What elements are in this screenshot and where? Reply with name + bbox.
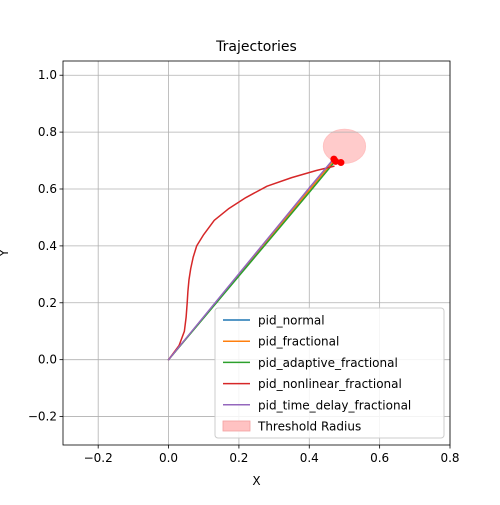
chart-title: Trajectories bbox=[215, 39, 297, 55]
x-tick-label: 0.2 bbox=[229, 451, 248, 465]
series-lines bbox=[167, 159, 337, 361]
x-tick-label: 0.4 bbox=[300, 451, 319, 465]
x-axis-label: X bbox=[252, 474, 260, 488]
legend-entry-label: pid_time_delay_fractional bbox=[258, 398, 411, 412]
x-tick-label: 0.0 bbox=[159, 451, 178, 465]
legend-swatch bbox=[222, 420, 251, 432]
endpoint-markers bbox=[330, 155, 345, 167]
series-line-pid-time-delay-fractional bbox=[167, 159, 333, 361]
x-tick-label: 0.6 bbox=[370, 451, 389, 465]
legend-entry-label: pid_normal bbox=[258, 314, 325, 328]
series-line-pid-nonlinear-fractional bbox=[167, 165, 335, 361]
legend-entry-label: pid_adaptive_fractional bbox=[258, 356, 398, 370]
y-tick-label: 0.0 bbox=[38, 353, 57, 367]
endpoint-marker bbox=[337, 159, 345, 167]
endpoint-marker bbox=[332, 157, 340, 165]
x-tick-label: −0.2 bbox=[84, 451, 113, 465]
ticks: −0.2 0.0 0.2 0.4 0.6 0.8 −0.2 0.0 0.2 0.4 0.6 0.8 1.… bbox=[28, 68, 460, 465]
legend-entry-label: Threshold Radius bbox=[257, 420, 361, 434]
legend-box bbox=[214, 307, 445, 439]
grid bbox=[63, 61, 451, 445]
y-tick-label: 0.8 bbox=[38, 125, 57, 139]
axes-frame bbox=[62, 60, 451, 446]
y-tick-label: 0.4 bbox=[38, 239, 57, 253]
y-tick-label: 1.0 bbox=[38, 68, 57, 82]
y-tick-label: −0.2 bbox=[28, 410, 57, 424]
threshold-radius-circle bbox=[322, 128, 367, 164]
legend-entry-label: pid_fractional bbox=[258, 335, 339, 349]
y-axis-label: Y bbox=[0, 249, 11, 258]
legend: pid_normal pid_fractional pid_adaptive_fra… bbox=[214, 307, 445, 439]
legend-entry-label: pid_nonlinear_fractional bbox=[258, 377, 402, 391]
y-tick-label: 0.6 bbox=[38, 182, 57, 196]
y-tick-label: 0.2 bbox=[38, 296, 57, 310]
x-tick-label: 0.8 bbox=[440, 451, 459, 465]
